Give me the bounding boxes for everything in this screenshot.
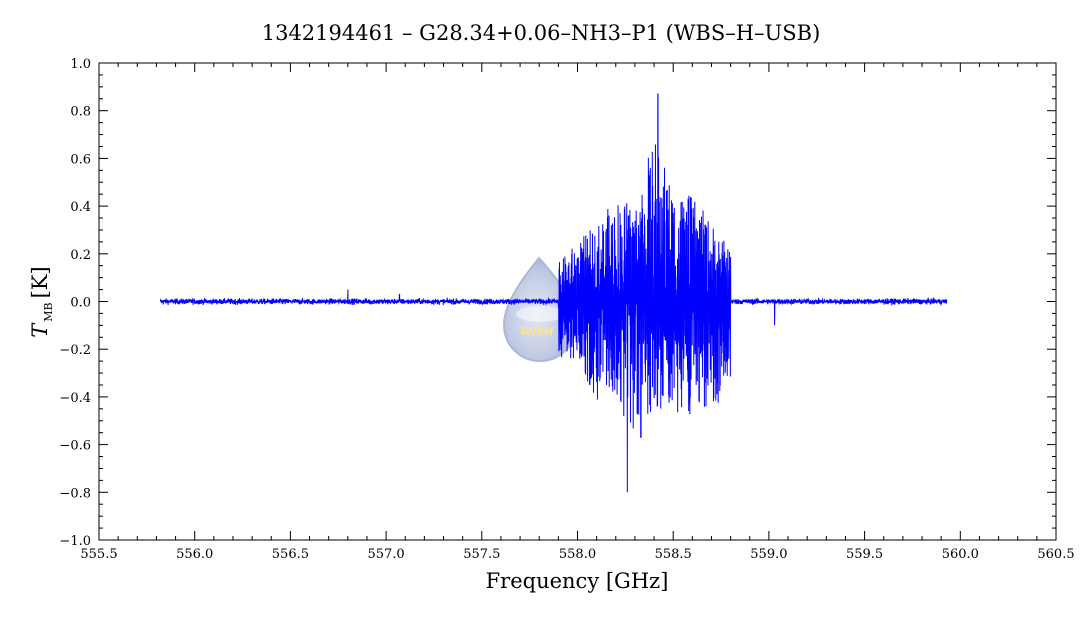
y-axis-label-unit: [K] (28, 266, 52, 298)
x-tick-label: 555.5 (80, 547, 117, 562)
y-axis-label-main: T (28, 322, 52, 338)
x-tick-label: 556.5 (272, 547, 309, 562)
wish-logo: WISH (502, 256, 578, 363)
y-tick-label: 0.6 (70, 152, 91, 167)
logo-text: WISH (520, 325, 553, 338)
y-tick-label: 0.0 (70, 296, 91, 311)
x-tick-label: 558.5 (655, 547, 692, 562)
y-tick-label: 0.2 (70, 248, 91, 263)
y-axis-label-subscript: MB (42, 302, 55, 321)
x-tick-label: 560.0 (942, 547, 979, 562)
y-tick-label: 0.4 (70, 200, 91, 215)
chart-title: 1342194461 – G28.34+0.06–NH3–P1 (WBS–H–U… (262, 21, 821, 45)
x-tick-label: 558.0 (559, 547, 596, 562)
x-tick-label: 557.5 (463, 547, 500, 562)
y-tick-label: −1.0 (59, 534, 91, 549)
y-tick-label: −0.8 (59, 486, 91, 501)
axis-ticks (98, 62, 1057, 541)
y-tick-label: −0.6 (59, 439, 91, 454)
y-tick-label: 1.0 (70, 57, 91, 72)
x-tick-labels: 555.5 556.0 556.5 557.0 557.5 558.0 558.5 559.0… (80, 547, 1074, 562)
y-tick-label: 0.8 (70, 105, 91, 120)
x-tick-label: 556.0 (176, 547, 213, 562)
y-tick-label: −0.2 (59, 343, 91, 358)
y-tick-label: −0.4 (59, 391, 91, 406)
x-tick-label: 560.5 (1037, 547, 1074, 562)
spectrum-line (159, 93, 948, 493)
y-axis-label: TMB [K] (28, 266, 55, 337)
x-tick-label: 557.0 (367, 547, 404, 562)
x-tick-label: 559.0 (750, 547, 787, 562)
y-tick-labels: −1.0 −0.8 −0.6 −0.4 −0.2 0.0 0.2 0.4 0.6 0.8 1.0 (59, 57, 91, 549)
x-axis-label: Frequency [GHz] (486, 569, 669, 593)
x-tick-label: 559.5 (846, 547, 883, 562)
